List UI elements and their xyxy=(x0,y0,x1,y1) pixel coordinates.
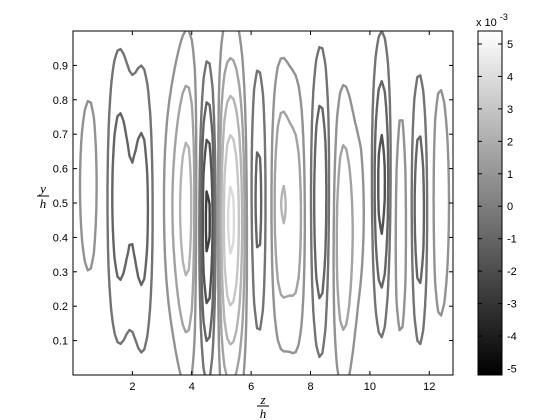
y-axis-label-denominator: h xyxy=(40,196,47,211)
colorbar-tick-label: 5 xyxy=(507,39,513,51)
colorbar-ticks: -5 -4 -3 -2 -1 0 1 2 3 4 5 xyxy=(478,39,517,376)
x-tick-label: 6 xyxy=(248,381,254,393)
colorbar-tick-label: -2 xyxy=(507,266,517,278)
contour-line xyxy=(111,80,426,343)
colorbar-tick-label: 0 xyxy=(507,201,513,213)
x-tick-label: 2 xyxy=(129,381,135,393)
x-axis-label-denominator: h xyxy=(260,406,267,420)
y-tick-label: 0.3 xyxy=(53,267,68,279)
colorbar-multiplier-exponent: -3 xyxy=(500,12,508,22)
x-tick-label: 12 xyxy=(423,381,435,393)
colorbar-tick-label: 4 xyxy=(507,71,513,83)
y-axis-ticks: 0.1 0.2 0.3 0.4 0.5 0.6 0.7 0.8 0.9 xyxy=(53,60,453,348)
y-tick-label: 0.9 xyxy=(53,60,68,72)
y-axis-label: y h xyxy=(37,181,49,211)
y-tick-label: 0.2 xyxy=(53,301,68,313)
contour-lines xyxy=(78,31,451,375)
colorbar: -5 -4 -3 -2 -1 0 1 2 3 4 5 x 10 -3 xyxy=(476,12,517,376)
contour-line xyxy=(222,134,241,307)
y-tick-label: 0.6 xyxy=(53,164,68,176)
x-tick-label: 8 xyxy=(307,381,313,393)
x-axis-label: z h xyxy=(257,392,269,420)
y-tick-label: 0.5 xyxy=(53,198,68,210)
y-tick-label: 0.1 xyxy=(53,336,68,348)
contour-line xyxy=(178,94,287,346)
colorbar-multiplier: x 10 -3 xyxy=(476,12,508,29)
contour-line xyxy=(78,31,451,375)
contour-line xyxy=(204,190,211,253)
plot-area: 2 4 6 8 10 12 0.1 0.2 0.3 0.4 0.5 0.6 0.7 0.8 0.9 xyxy=(53,30,454,393)
x-axis-ticks: 2 4 6 8 10 12 xyxy=(129,31,435,393)
colorbar-tick-label: 2 xyxy=(507,136,513,148)
y-tick-label: 0.8 xyxy=(53,95,68,107)
y-tick-label: 0.4 xyxy=(53,232,68,244)
colorbar-frame xyxy=(477,30,503,376)
colorbar-multiplier-base: x 10 xyxy=(476,17,497,29)
contour-line xyxy=(171,56,354,375)
colorbar-tick-label: -1 xyxy=(507,234,517,246)
colorbar-tick-label: -5 xyxy=(507,364,517,376)
contour-line xyxy=(106,31,429,375)
y-axis-label-numerator: y xyxy=(38,181,46,196)
colorbar-tick-label: -4 xyxy=(507,331,517,343)
contour-line xyxy=(226,185,236,255)
colorbar-gradient xyxy=(478,31,502,375)
colorbar-tick-label: 1 xyxy=(507,169,513,181)
x-tick-label: 4 xyxy=(189,381,195,393)
colorbar-tick-label: 3 xyxy=(507,104,513,116)
colorbar-tick-label: -3 xyxy=(507,299,517,311)
x-axis-label-numerator: z xyxy=(259,392,265,407)
x-tick-label: 10 xyxy=(364,381,376,393)
contour-line xyxy=(201,133,387,305)
y-tick-label: 0.7 xyxy=(53,129,68,141)
